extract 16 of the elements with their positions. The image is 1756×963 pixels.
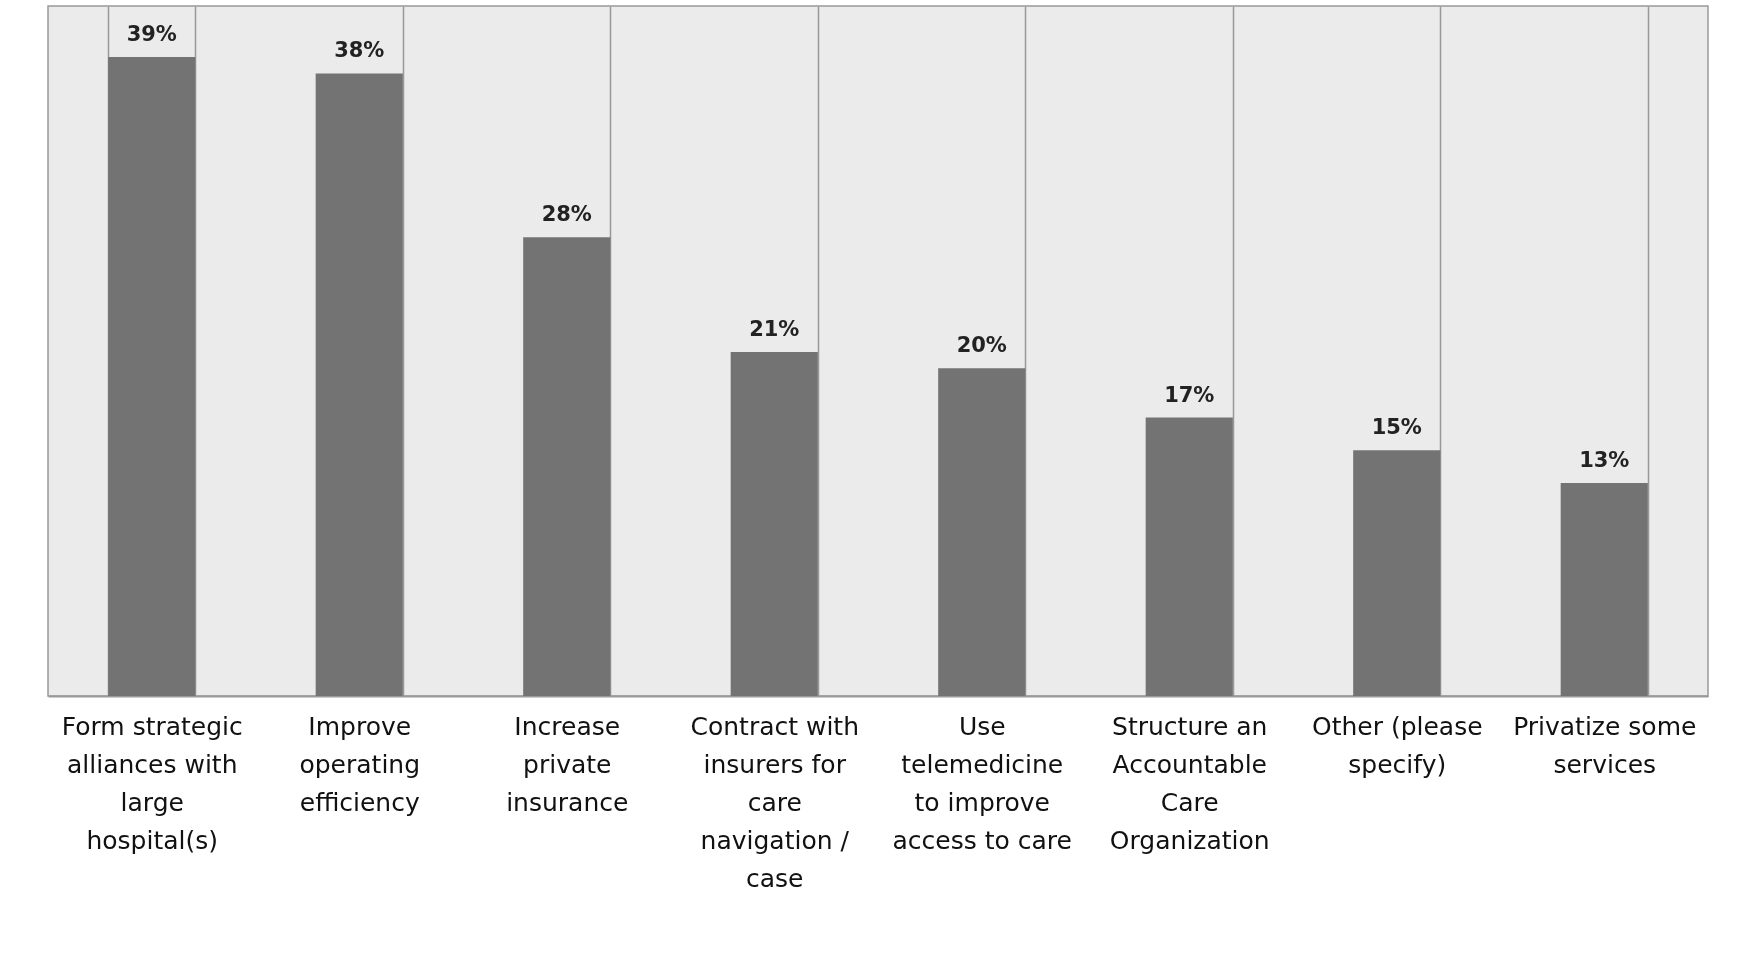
data-label: 20% [956, 333, 1007, 358]
data-label: 13% [1579, 448, 1630, 473]
data-label: 15% [1371, 415, 1422, 440]
data-label: 39% [126, 22, 177, 47]
data-label: 38% [334, 38, 385, 63]
x-tick-label: Improve operating efficiency [299, 711, 421, 817]
x-tick-label: Form strategic alliances with large hospital(s) [61, 711, 243, 855]
x-tick-label: Structure an Accountable Care Organization [1109, 711, 1270, 855]
data-label: 17% [1164, 382, 1215, 407]
data-label: 21% [749, 316, 800, 341]
x-tick-label: Contract with insurers for care navigation / case [690, 711, 860, 893]
data-label: 28% [541, 202, 592, 227]
x-tick-label: Increase private insurance [506, 711, 629, 817]
x-tick-label: Use telemedicine to improve access to care [892, 711, 1072, 855]
x-tick-label: Privatize some services [1513, 711, 1697, 779]
x-tick-label: Other (please specify) [1311, 711, 1483, 779]
